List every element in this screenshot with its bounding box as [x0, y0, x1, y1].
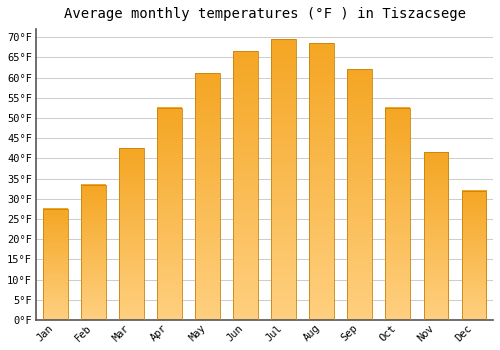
Bar — [386, 108, 410, 320]
Bar — [348, 69, 372, 320]
Bar — [271, 39, 296, 320]
Bar — [119, 148, 144, 320]
Bar — [81, 184, 106, 320]
Title: Average monthly temperatures (°F ) in Tiszacsege: Average monthly temperatures (°F ) in Ti… — [64, 7, 466, 21]
Bar — [43, 209, 68, 320]
Bar — [424, 152, 448, 320]
Bar — [157, 108, 182, 320]
Bar — [233, 51, 258, 320]
Bar — [195, 74, 220, 320]
Bar — [462, 191, 486, 320]
Bar — [310, 43, 334, 320]
